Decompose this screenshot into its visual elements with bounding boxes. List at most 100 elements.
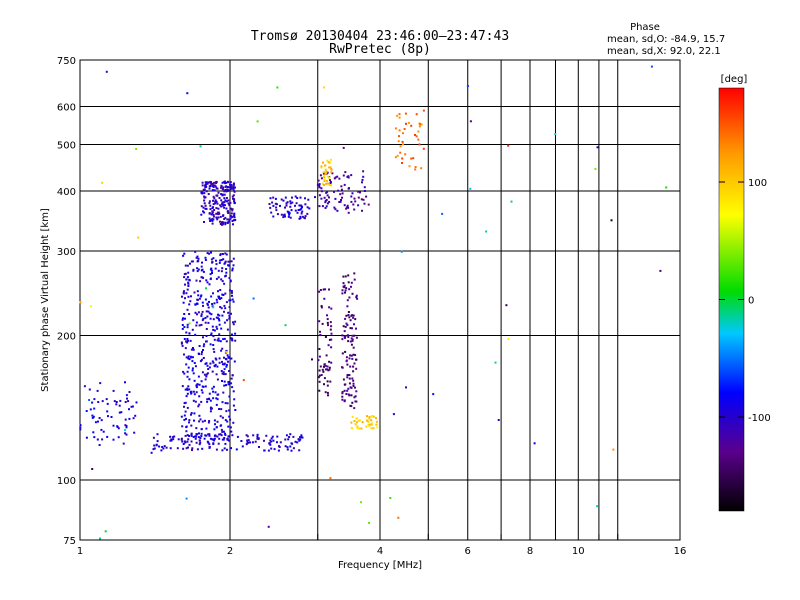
data-point — [228, 439, 231, 442]
data-point — [219, 220, 221, 223]
data-point — [323, 383, 325, 386]
data-point — [223, 384, 226, 387]
data-point — [341, 338, 344, 341]
data-point — [230, 357, 233, 360]
data-point — [156, 433, 159, 436]
data-point — [231, 333, 233, 336]
data-point — [258, 446, 260, 448]
data-point — [355, 296, 358, 299]
data-point — [211, 210, 214, 213]
data-point — [221, 360, 223, 363]
data-point — [231, 209, 234, 212]
data-point — [485, 230, 488, 233]
data-point — [187, 282, 190, 285]
data-point — [225, 181, 228, 184]
data-point — [180, 341, 183, 344]
data-point — [231, 267, 234, 270]
data-point — [193, 379, 196, 382]
data-point — [126, 397, 128, 400]
data-point — [185, 292, 188, 295]
data-point — [323, 297, 326, 300]
data-point — [195, 386, 198, 389]
data-point — [285, 204, 288, 207]
data-point — [211, 212, 214, 215]
data-point — [319, 330, 321, 333]
data-point — [212, 215, 215, 218]
data-point — [215, 216, 218, 219]
data-point — [205, 375, 208, 378]
data-point — [270, 211, 273, 214]
data-point — [117, 427, 120, 430]
data-point — [254, 440, 257, 443]
data-point — [200, 380, 203, 383]
data-point — [342, 378, 345, 381]
data-point — [128, 391, 131, 393]
data-point — [231, 220, 234, 222]
data-point — [99, 382, 102, 385]
data-point — [220, 327, 223, 330]
data-point — [223, 321, 226, 324]
data-point — [326, 318, 329, 321]
data-point — [188, 332, 191, 335]
data-point — [191, 449, 193, 451]
data-point — [208, 200, 211, 203]
data-point — [221, 380, 223, 382]
data-point — [217, 269, 220, 272]
data-point — [285, 434, 288, 437]
data-point — [216, 393, 219, 396]
data-point — [318, 290, 321, 293]
data-point — [217, 276, 220, 279]
data-point — [205, 310, 208, 313]
data-point — [196, 448, 199, 451]
data-point — [352, 353, 355, 356]
data-point — [327, 324, 329, 327]
data-point — [269, 443, 272, 446]
data-point — [225, 410, 228, 413]
data-point — [226, 402, 229, 405]
data-point — [256, 435, 259, 438]
data-point — [417, 130, 420, 133]
data-point — [363, 190, 366, 192]
data-point — [200, 205, 203, 208]
data-point — [221, 253, 224, 255]
data-point — [120, 411, 123, 414]
data-point — [328, 200, 331, 203]
data-point — [152, 448, 155, 451]
data-point — [210, 269, 213, 272]
data-point — [215, 397, 218, 400]
data-point — [158, 445, 161, 448]
chart-subtitle: RwPretec (8p) — [329, 42, 431, 57]
data-point — [659, 269, 662, 272]
data-point — [133, 431, 136, 434]
data-point — [201, 184, 204, 187]
data-point — [216, 420, 219, 423]
data-point — [196, 302, 198, 305]
data-point — [350, 354, 353, 357]
data-point — [225, 340, 228, 343]
data-point — [294, 204, 296, 207]
data-point — [181, 327, 184, 330]
data-point — [367, 203, 370, 206]
data-point — [324, 364, 327, 367]
data-point — [402, 143, 404, 146]
data-point — [231, 298, 234, 301]
data-point — [213, 365, 216, 368]
data-point — [232, 404, 235, 407]
data-point — [320, 306, 323, 309]
data-point — [204, 196, 207, 199]
data-point — [402, 132, 404, 135]
data-point — [594, 167, 597, 170]
data-point — [322, 184, 325, 186]
data-point — [187, 285, 190, 287]
data-point — [265, 434, 268, 437]
data-point — [221, 221, 224, 223]
data-point — [344, 317, 347, 320]
data-point — [230, 291, 233, 294]
data-point — [218, 361, 221, 364]
data-point — [418, 143, 421, 146]
data-point — [279, 204, 281, 207]
data-point — [371, 415, 373, 418]
data-point — [227, 189, 230, 192]
data-point — [208, 312, 211, 315]
data-point — [219, 340, 222, 343]
